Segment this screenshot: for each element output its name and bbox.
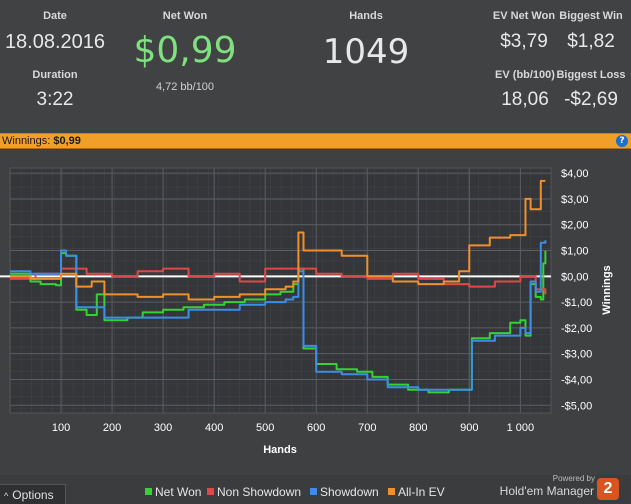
caret-up-icon: ^ — [4, 491, 9, 501]
x-tick-label: 100 — [52, 422, 70, 434]
winnings-bar: Winnings: $0,99 ? — [0, 133, 631, 149]
x-tick-label: 1 000 — [507, 422, 535, 434]
duration-label: Duration — [32, 69, 78, 81]
net-won-swatch — [145, 488, 152, 495]
winnings-chart-area: 100 200 300 400 500 600 700 800 900 1 000 $4,00 $3… — [0, 150, 631, 475]
net-won-value: $0,99 — [133, 30, 237, 71]
hm2-logo: 2 — [597, 478, 619, 500]
y-axis-label: Winnings — [601, 265, 613, 314]
ev-net-won-label: EV Net Won — [492, 10, 556, 22]
legend-net-won[interactable]: Net Won — [145, 485, 201, 499]
winnings-chart: 100 200 300 400 500 600 700 800 900 1 000 $4,00 $3… — [0, 167, 613, 456]
biggest-loss-label: Biggest Loss — [556, 69, 626, 81]
date-value: 18.08.2016 — [4, 31, 106, 53]
legend-showdown[interactable]: Showdown — [310, 485, 379, 499]
date-label: Date — [43, 10, 67, 22]
y-tick-label: $1,00 — [561, 246, 589, 258]
options-button[interactable]: ^ Options — [0, 484, 66, 504]
x-tick-label: 600 — [307, 422, 325, 434]
x-tick-label: 500 — [256, 422, 274, 434]
stats-panel: Date 18.08.2016 Duration 3:22 Net Won $0… — [0, 0, 631, 133]
non-showdown-swatch — [207, 488, 214, 495]
series-line-non-showdown — [10, 267, 547, 295]
biggest-win-value: $1,82 — [567, 31, 615, 52]
biggest-win-label: Biggest Win — [559, 10, 623, 22]
x-tick-label: 300 — [154, 422, 172, 434]
y-tick-label: $2,00 — [561, 220, 589, 232]
y-tick-label: -$1,00 — [561, 297, 592, 309]
hands-label: Hands — [349, 10, 383, 22]
allin-ev-swatch — [388, 488, 395, 495]
net-won-label: Net Won — [162, 10, 208, 22]
y-tick-label: -$5,00 — [561, 400, 592, 412]
x-axis: 100 200 300 400 500 600 700 800 900 1 000 — [52, 422, 534, 434]
biggest-loss-value: -$2,69 — [564, 89, 618, 110]
y-tick-label: $4,00 — [561, 168, 589, 180]
y-tick-label: -$4,00 — [561, 374, 592, 386]
series-lines — [10, 179, 547, 394]
y-tick-label: -$2,00 — [561, 323, 592, 335]
winnings-bar-label: Winnings: $0,99 — [2, 135, 81, 147]
ev-net-won-value: $3,79 — [500, 31, 548, 52]
y-tick-label: -$3,00 — [561, 349, 592, 361]
ev-bb-label: EV (bb/100) — [495, 69, 555, 81]
series-line-showdown — [10, 240, 547, 391]
x-tick-label: 800 — [409, 422, 427, 434]
y-axis: $4,00 $3,00 $2,00 $1,00 $0,00 -$1,00 -$2,00 -$3… — [561, 168, 592, 412]
x-axis-label: Hands — [263, 444, 297, 456]
x-tick-label: 400 — [205, 422, 223, 434]
legend-allin-ev[interactable]: All-In EV — [388, 485, 445, 499]
legend-non-showdown[interactable]: Non Showdown — [207, 485, 301, 499]
brand-name: Hold'em Manager — [499, 484, 594, 498]
x-tick-label: 200 — [103, 422, 121, 434]
net-won-bb: 4,72 bb/100 — [155, 81, 215, 93]
options-label: Options — [12, 488, 54, 502]
series-line-allin-ev — [10, 179, 546, 301]
winnings-bar-value: $0,99 — [53, 135, 81, 147]
y-tick-label: $3,00 — [561, 194, 589, 206]
y-tick-label: $0,00 — [561, 271, 589, 283]
help-icon[interactable]: ? — [616, 135, 628, 147]
duration-value: 3:22 — [36, 89, 74, 110]
x-tick-label: 700 — [358, 422, 376, 434]
hands-value: 1049 — [322, 32, 410, 72]
powered-by-text: Powered by — [552, 474, 595, 483]
x-tick-label: 900 — [460, 422, 478, 434]
showdown-swatch — [310, 488, 317, 495]
minor-grid — [10, 168, 551, 413]
ev-bb-value: 18,06 — [501, 89, 549, 110]
